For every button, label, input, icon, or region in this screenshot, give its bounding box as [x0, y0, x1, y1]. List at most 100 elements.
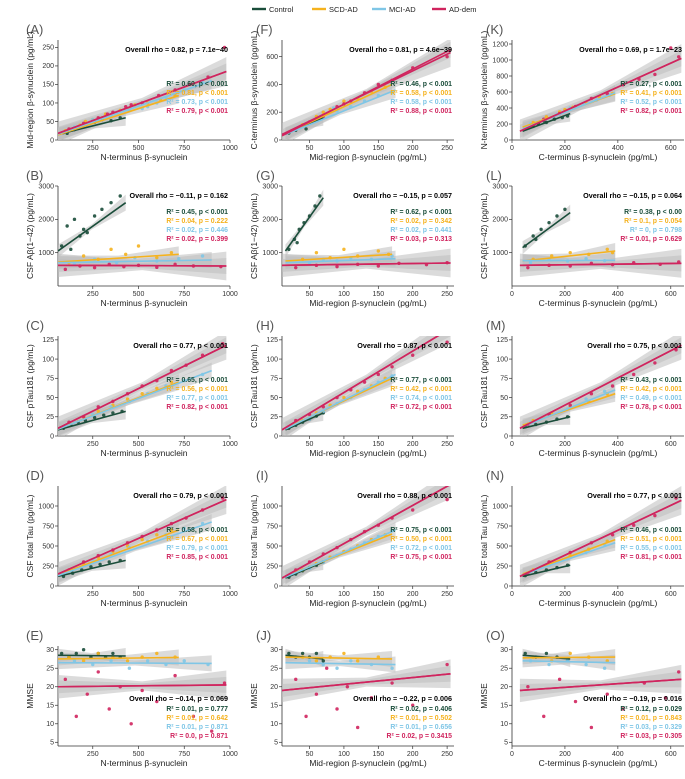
y-tick-label: 250: [266, 563, 278, 570]
overall-rho-text: Overall rho = −0.19, p = 0.016: [583, 694, 682, 703]
r2-text-ad-dem: R² = 0.79, p < 0.001: [166, 108, 228, 115]
panel-label-d: (D): [26, 468, 44, 483]
data-point-mci-ad: [349, 659, 353, 663]
overall-fit-line: [282, 672, 451, 692]
y-tick-label: 800: [496, 73, 508, 80]
x-axis-title: C-terminus β-synuclein (pg/mL): [539, 298, 658, 308]
plot-area: [58, 45, 227, 140]
data-point-ad-dem: [63, 267, 68, 272]
y-tick-label: 50: [500, 395, 508, 402]
data-point-ad-dem: [107, 707, 111, 711]
r2-text-mci-ad: R² = 0, p = 0.798: [630, 227, 682, 234]
r2-text-ad-dem: R² = 0.72, p < 0.001: [390, 404, 452, 411]
panel-b: (B) 250 500 750 1000 1000 2000 3000 N-terminus β…: [25, 168, 238, 308]
x-tick-label: 50: [306, 441, 314, 448]
panel-label-c: (C): [26, 318, 44, 333]
data-point-ad-dem: [411, 508, 415, 512]
fit-line-mci-ad: [522, 542, 616, 576]
x-tick-label: 250: [87, 591, 99, 598]
data-point-control: [321, 659, 325, 663]
r2-text-ad-dem: R² = 0.01, p = 0.629: [620, 236, 682, 243]
data-point-control: [531, 234, 535, 238]
r2-text-mci-ad: R² = 0.74, p < 0.001: [390, 395, 452, 402]
data-point-ad-dem: [191, 714, 196, 719]
data-point-control: [314, 651, 319, 656]
plot-area: [282, 486, 451, 586]
y-tick-label: 75: [500, 376, 508, 383]
data-point-scd-ad: [136, 244, 141, 248]
fit-line-mci-ad: [58, 661, 212, 665]
plot-area: [519, 336, 682, 436]
fit-line-mci-ad: [285, 373, 396, 430]
data-point-scd-ad: [81, 254, 86, 258]
overall-rho-text: Overall rho = −0.14, p = 0.069: [129, 694, 228, 703]
data-point-ad-dem: [445, 54, 449, 59]
fit-line-mci-ad: [58, 79, 212, 135]
overall-fit-line: [58, 498, 227, 575]
fit-line-mci-ad: [285, 529, 396, 578]
x-tick-label: 1000: [222, 291, 238, 298]
panel-label-f: (F): [256, 22, 273, 37]
x-tick-label: 200: [407, 591, 419, 598]
y-tick-label: 25: [46, 666, 54, 673]
data-point-control: [81, 648, 86, 652]
x-tick-label: 200: [407, 441, 419, 448]
x-tick-label: 1000: [222, 751, 238, 758]
panel-label-m: (M): [486, 318, 506, 333]
x-tick-label: 50: [306, 751, 314, 758]
data-point-ad-dem: [568, 403, 572, 407]
x-tick-label: 250: [441, 591, 453, 598]
series-confidence-band-mci-ad: [285, 82, 396, 140]
data-point-ad-dem: [220, 496, 225, 500]
panel-label-o: (O): [486, 628, 505, 643]
data-point-ad-dem: [314, 692, 319, 696]
data-point-ad-dem: [663, 696, 668, 700]
y-tick-label: 1200: [492, 41, 508, 48]
r2-text-ad-dem: R² = 0.03, p = 0.305: [620, 733, 682, 740]
fit-line-control: [58, 559, 126, 578]
y-tick-label: 600: [496, 89, 508, 96]
x-tick-label: 250: [441, 291, 453, 298]
y-tick-label: 25: [500, 666, 508, 673]
data-point-ad-dem: [376, 264, 381, 268]
y-axis-title: MMSE: [249, 683, 259, 709]
r2-text-control: R² = 0.45, p < 0.001: [166, 209, 228, 216]
overall-fit-line: [519, 262, 682, 267]
data-point-mci-ad: [602, 666, 607, 670]
fit-line-mci-ad: [285, 661, 396, 666]
x-tick-label: 500: [133, 291, 145, 298]
plot-area: [519, 204, 682, 278]
r2-text-scd-ad: R² = 0.01, p = 0.502: [390, 715, 452, 722]
y-tick-label: 50: [270, 395, 278, 402]
y-tick-label: 0: [50, 433, 54, 440]
fit-line-control: [522, 564, 571, 578]
data-point-ad-dem: [222, 681, 227, 685]
r2-text-ad-dem: R² = 0.82, p < 0.001: [166, 404, 228, 411]
data-point-scd-ad: [568, 651, 572, 656]
panel-d: (D) 250 500 750 1000 0 250 500 750 1000 N-terminus…: [25, 468, 238, 608]
x-tick-label: 500: [133, 591, 145, 598]
fit-line-scd-ad: [285, 253, 393, 262]
y-tick-label: 50: [46, 395, 54, 402]
y-tick-label: 600: [266, 54, 278, 61]
r2-text-ad-dem: R² = 0.85, p < 0.001: [166, 554, 228, 561]
y-tick-label: 10: [46, 721, 54, 728]
x-tick-label: 250: [87, 751, 99, 758]
fit-line-scd-ad: [58, 656, 179, 660]
r2-text-scd-ad: R² = 0.67, p < 0.001: [166, 536, 228, 543]
x-tick-label: 150: [372, 751, 384, 758]
x-tick-label: 200: [407, 291, 419, 298]
y-tick-label: 100: [42, 100, 54, 107]
data-point-mci-ad: [127, 666, 132, 670]
x-tick-label: 600: [665, 441, 677, 448]
data-point-scd-ad: [568, 250, 572, 255]
y-axis-title: MMSE: [25, 683, 35, 709]
y-tick-label: 0: [50, 137, 54, 144]
y-tick-label: 75: [270, 376, 278, 383]
y-tick-label: 500: [266, 543, 278, 550]
x-tick-label: 750: [178, 291, 190, 298]
x-tick-label: 100: [338, 751, 350, 758]
data-point-control: [85, 230, 89, 235]
x-tick-label: 250: [441, 751, 453, 758]
data-point-mci-ad: [528, 260, 533, 265]
